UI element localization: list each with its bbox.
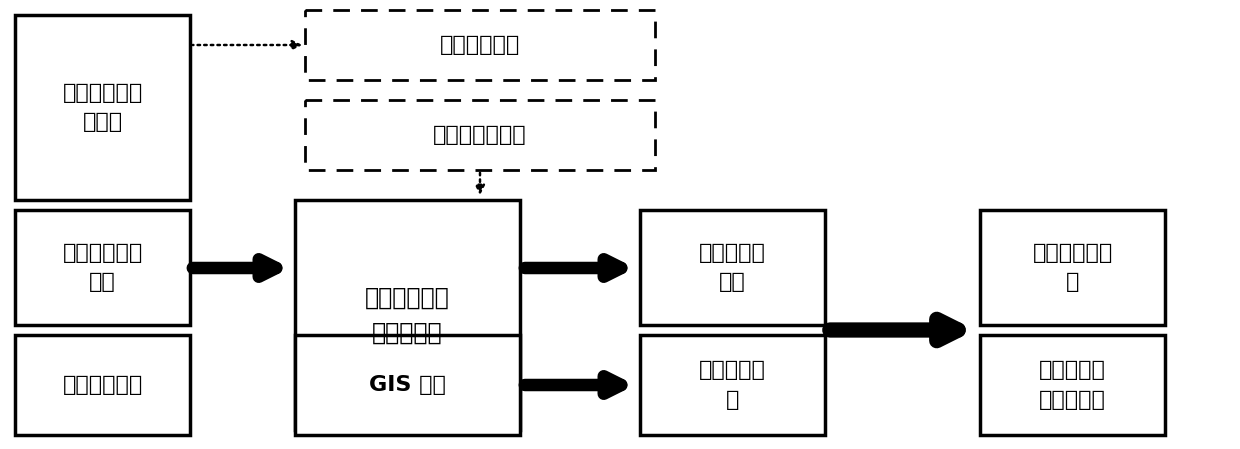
FancyBboxPatch shape <box>980 335 1166 435</box>
FancyBboxPatch shape <box>640 210 825 325</box>
FancyBboxPatch shape <box>15 210 190 325</box>
Text: 建立及验证潮
流模型: 建立及验证潮 流模型 <box>62 83 143 132</box>
Text: 计算促淤面
积: 计算促淤面 积 <box>699 360 766 410</box>
Text: GIS 工具: GIS 工具 <box>370 375 446 395</box>
Text: 地貌变化对
水动力反馈: 地貌变化对 水动力反馈 <box>1039 360 1106 410</box>
FancyBboxPatch shape <box>295 335 520 435</box>
FancyBboxPatch shape <box>15 15 190 200</box>
FancyBboxPatch shape <box>15 335 190 435</box>
Text: 泥沙粒径分组: 泥沙粒径分组 <box>62 375 143 395</box>
Text: 计算波浪辐射
应力: 计算波浪辐射 应力 <box>62 243 143 292</box>
FancyBboxPatch shape <box>295 200 520 430</box>
Text: 计算有效促淤
量: 计算有效促淤 量 <box>1033 243 1112 292</box>
FancyBboxPatch shape <box>640 335 825 435</box>
Text: 计算泥沙淤
积量: 计算泥沙淤 积量 <box>699 243 766 292</box>
FancyBboxPatch shape <box>305 10 655 80</box>
Text: 考虑变化糙率: 考虑变化糙率 <box>440 35 520 55</box>
Text: 建立及验证波
流泥沙模型: 建立及验证波 流泥沙模型 <box>365 285 450 345</box>
FancyBboxPatch shape <box>305 100 655 170</box>
FancyBboxPatch shape <box>980 210 1166 325</box>
Text: 考虑季节含沙量: 考虑季节含沙量 <box>433 125 527 145</box>
